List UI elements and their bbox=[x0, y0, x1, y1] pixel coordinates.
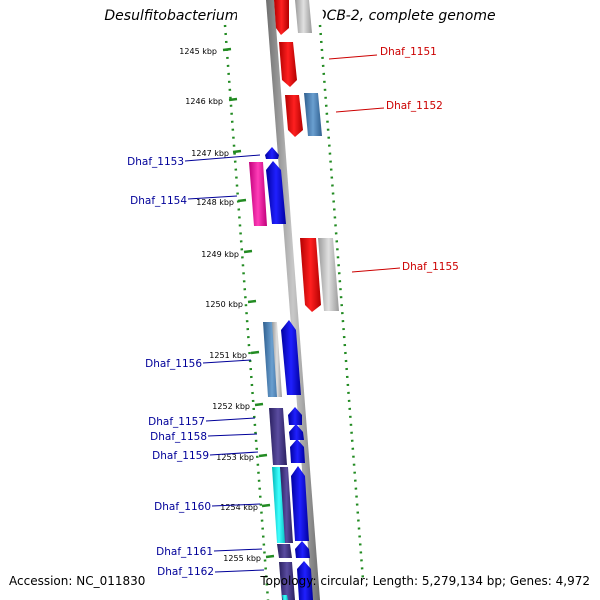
gene-label-dhaf-1158[interactable]: Dhaf_1158 bbox=[150, 431, 207, 443]
tick-label: 1249 kbp bbox=[201, 250, 239, 259]
gene-dhaf-1162[interactable] bbox=[297, 561, 313, 600]
tick-label: 1251 kbp bbox=[209, 351, 247, 360]
gene-dhaf-1159[interactable] bbox=[290, 439, 305, 463]
gene-dhaf-1160-cyan[interactable] bbox=[272, 467, 286, 543]
gene-dhaf-1162-slate[interactable] bbox=[279, 562, 295, 600]
gene-dhaf-1154[interactable] bbox=[266, 161, 286, 224]
tick-label: 1246 kbp bbox=[185, 97, 223, 106]
gene-dhaf-1156-gray[interactable] bbox=[272, 322, 282, 397]
gene-dhaf-1151[interactable] bbox=[279, 42, 297, 87]
tick-label: 1250 kbp bbox=[205, 300, 243, 309]
tick-label: 1252 kbp bbox=[212, 402, 250, 411]
gene-dhaf-1160-slate[interactable] bbox=[280, 467, 293, 543]
gene-label-dhaf-1162[interactable]: Dhaf_1162 bbox=[157, 566, 214, 578]
gene-label-dhaf-1152[interactable]: Dhaf_1152 bbox=[386, 100, 443, 112]
gene-label-dhaf-1151[interactable]: Dhaf_1151 bbox=[380, 46, 437, 58]
gene-label-dhaf-1160[interactable]: Dhaf_1160 bbox=[154, 501, 211, 513]
gene-gray-1155[interactable] bbox=[318, 238, 339, 311]
tick-label: 1255 kbp bbox=[223, 554, 261, 563]
reverse-strand-genes bbox=[249, 147, 313, 600]
gene-label-dhaf-1156[interactable]: Dhaf_1156 bbox=[145, 358, 202, 370]
gene-red-top[interactable] bbox=[274, 0, 289, 35]
gene-label-dhaf-1157[interactable]: Dhaf_1157 bbox=[148, 416, 205, 428]
gene-dhaf-1157-slate[interactable] bbox=[269, 408, 287, 465]
forward-strand-genes bbox=[274, 0, 339, 312]
gene-dhaf-1154-pink[interactable] bbox=[249, 162, 267, 226]
gene-label-dhaf-1161[interactable]: Dhaf_1161 bbox=[156, 546, 213, 558]
gene-dhaf-1152[interactable] bbox=[285, 95, 303, 137]
tick-label: 1248 kbp bbox=[196, 198, 234, 207]
reverse-gene-labels: Dhaf_1153 Dhaf_1154 Dhaf_1156 Dhaf_1157 … bbox=[127, 154, 265, 578]
tick-label: 1247 kbp bbox=[191, 149, 229, 158]
gene-label-dhaf-1153[interactable]: Dhaf_1153 bbox=[127, 156, 184, 168]
gene-steelblue-1152[interactable] bbox=[304, 93, 322, 136]
gene-dhaf-1160[interactable] bbox=[291, 466, 309, 541]
gene-dhaf-1157[interactable] bbox=[288, 407, 302, 425]
gene-cyan-bottom[interactable] bbox=[282, 595, 288, 600]
gene-label-dhaf-1154[interactable]: Dhaf_1154 bbox=[130, 195, 187, 207]
tick-label: 1245 kbp bbox=[179, 47, 217, 56]
ruler-inner-track bbox=[223, 24, 270, 600]
gene-dhaf-1155[interactable] bbox=[300, 238, 321, 312]
ring-band bbox=[236, 0, 360, 600]
ruler-ticks: 1245 kbp 1246 kbp 1247 kbp 1248 kbp 1249… bbox=[179, 47, 275, 563]
tick-label: 1253 kbp bbox=[216, 453, 254, 462]
gene-dhaf-1161-slate[interactable] bbox=[277, 544, 292, 558]
gene-label-dhaf-1159[interactable]: Dhaf_1159 bbox=[152, 450, 209, 462]
gene-dhaf-1161[interactable] bbox=[295, 541, 310, 558]
gene-label-dhaf-1155[interactable]: Dhaf_1155 bbox=[402, 261, 459, 273]
genome-summary-text: Topology: circular; Length: 5,279,134 bp… bbox=[260, 574, 590, 588]
gene-dhaf-1153[interactable] bbox=[265, 147, 279, 159]
gene-dhaf-1156[interactable] bbox=[281, 320, 301, 395]
gene-dhaf-1158[interactable] bbox=[289, 424, 304, 440]
tick-label: 1254 kbp bbox=[220, 503, 258, 512]
accession-text: Accession: NC_011830 bbox=[9, 574, 146, 588]
forward-gene-labels: Dhaf_1151 Dhaf_1152 Dhaf_1155 bbox=[328, 46, 459, 273]
gene-gray-top[interactable] bbox=[295, 0, 312, 33]
genome-backbone bbox=[266, 0, 320, 600]
